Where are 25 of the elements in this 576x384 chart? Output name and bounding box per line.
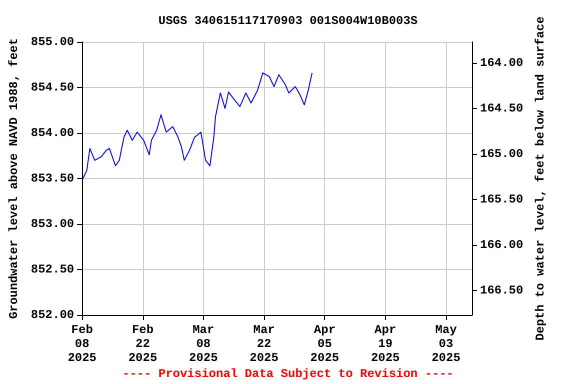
y-tick-label: 852.00 <box>30 308 74 322</box>
x-tick-label: Mar 22 2025 <box>250 323 278 365</box>
y2-tick-label: 164.00 <box>480 56 524 70</box>
y-tick-label: 855.00 <box>30 35 74 49</box>
y-tick-label: 854.00 <box>30 126 74 140</box>
text: ---- Provisional Data Subject to Revision ---- <box>122 367 454 381</box>
y2-tick-label: 166.00 <box>480 238 524 252</box>
chart-title: USGS 340615117170903 001S004W10B003S <box>158 14 418 28</box>
line-series <box>82 72 313 179</box>
y-axis-title: Groundwater level above NAVD 1988, feet <box>7 38 21 319</box>
y2-tick-label: 165.00 <box>480 146 524 161</box>
y2-tick-label: 166.50 <box>480 283 524 298</box>
y-tick-label: 853.00 <box>30 217 74 231</box>
x-tick-label: May 03 2025 <box>432 323 460 365</box>
y-tick-label: 852.50 <box>30 262 74 276</box>
y2-tick-label: 165.50 <box>480 192 524 206</box>
x-tick-label: Mar 08 2025 <box>189 323 218 365</box>
y2-axis-title: Depth to water level, feet below land surface <box>534 16 548 341</box>
x-tick-label: Feb 08 2025 <box>68 323 97 365</box>
x-tick-label: Feb 22 2025 <box>128 323 158 365</box>
x-tick-label: Apr 19 2025 <box>370 323 400 365</box>
x-tick-label: Apr 05 2025 <box>310 323 340 365</box>
y-tick-label: 854.50 <box>30 80 74 94</box>
y2-tick-label: 164.50 <box>480 101 524 116</box>
y-tick-label: 853.50 <box>30 172 74 186</box>
